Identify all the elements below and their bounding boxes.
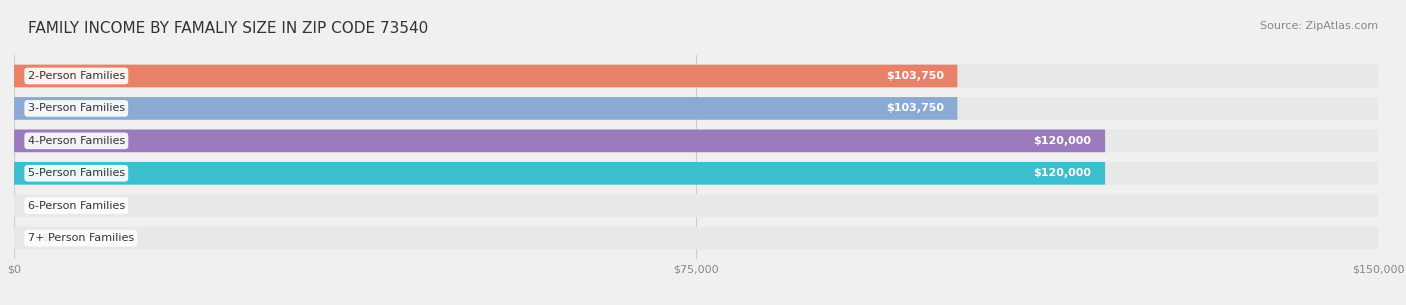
Text: $103,750: $103,750 — [886, 103, 943, 113]
Text: 2-Person Families: 2-Person Families — [28, 71, 125, 81]
FancyBboxPatch shape — [14, 97, 1378, 120]
Text: 4-Person Families: 4-Person Families — [28, 136, 125, 146]
Text: $103,750: $103,750 — [886, 71, 943, 81]
Text: 7+ Person Families: 7+ Person Families — [28, 233, 134, 243]
FancyBboxPatch shape — [14, 227, 1378, 249]
FancyBboxPatch shape — [14, 162, 1105, 185]
FancyBboxPatch shape — [14, 65, 957, 87]
FancyBboxPatch shape — [14, 130, 1378, 152]
Text: Source: ZipAtlas.com: Source: ZipAtlas.com — [1260, 21, 1378, 31]
Text: 3-Person Families: 3-Person Families — [28, 103, 125, 113]
Text: $0: $0 — [41, 233, 56, 243]
Text: 5-Person Families: 5-Person Families — [28, 168, 125, 178]
Text: $0: $0 — [41, 201, 56, 211]
Text: $120,000: $120,000 — [1033, 168, 1091, 178]
FancyBboxPatch shape — [14, 194, 1378, 217]
FancyBboxPatch shape — [14, 162, 1378, 185]
Text: FAMILY INCOME BY FAMALIY SIZE IN ZIP CODE 73540: FAMILY INCOME BY FAMALIY SIZE IN ZIP COD… — [28, 21, 429, 36]
Text: $120,000: $120,000 — [1033, 136, 1091, 146]
FancyBboxPatch shape — [14, 97, 957, 120]
FancyBboxPatch shape — [14, 65, 1378, 87]
Text: 6-Person Families: 6-Person Families — [28, 201, 125, 211]
FancyBboxPatch shape — [14, 130, 1105, 152]
